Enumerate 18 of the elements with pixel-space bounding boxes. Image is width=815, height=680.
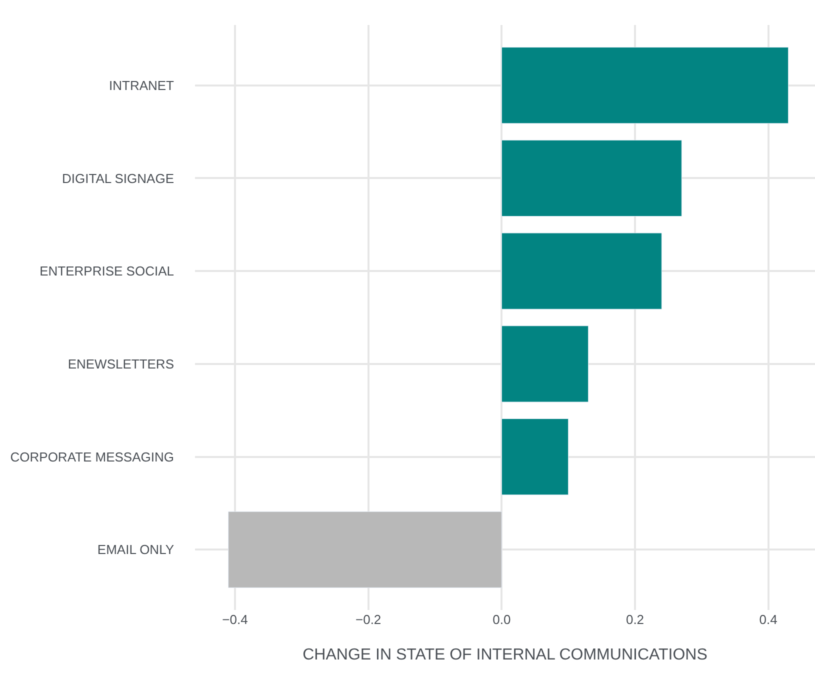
x-tick-label: 0.0 — [492, 612, 511, 627]
x-axis-title: CHANGE IN STATE OF INTERNAL COMMUNICATIONS — [302, 646, 708, 664]
y-tick-label: DIGITAL SIGNAGE — [62, 170, 174, 186]
y-tick-label: EMAIL ONLY — [97, 542, 174, 558]
y-tick-label: INTRANET — [109, 78, 174, 93]
y-tick-label: ENTERPRISE SOCIAL — [40, 264, 174, 279]
x-tick-label: −0.2 — [355, 612, 382, 627]
bar — [501, 326, 589, 402]
bar — [501, 47, 789, 124]
x-tick-label: 0.2 — [626, 612, 644, 627]
bar — [228, 511, 502, 588]
y-tick-label: CORPORATE MESSAGING — [10, 449, 174, 464]
bar — [501, 418, 569, 496]
bar — [501, 140, 682, 217]
bar — [501, 232, 662, 310]
x-tick-label: −0.4 — [222, 612, 248, 627]
x-tick-label: 0.4 — [759, 612, 778, 627]
y-tick-label: ENEWSLETTERS — [68, 356, 174, 372]
